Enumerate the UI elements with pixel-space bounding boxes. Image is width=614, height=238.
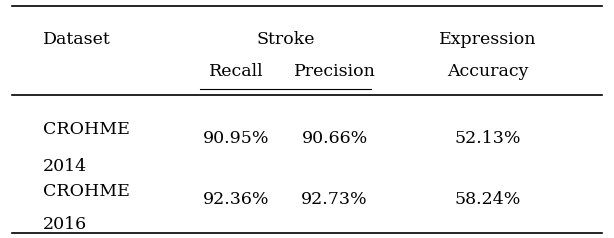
Text: 92.73%: 92.73% — [301, 191, 368, 208]
Text: 90.95%: 90.95% — [203, 129, 270, 147]
Text: Recall: Recall — [209, 63, 263, 80]
Text: 2014: 2014 — [43, 158, 87, 175]
Text: Accuracy: Accuracy — [448, 63, 529, 80]
Text: CROHME: CROHME — [43, 183, 130, 200]
Text: Expression: Expression — [440, 31, 537, 48]
Text: 92.36%: 92.36% — [203, 191, 270, 208]
Text: 52.13%: 52.13% — [455, 129, 521, 147]
Text: Stroke: Stroke — [256, 31, 315, 48]
Text: Precision: Precision — [293, 63, 376, 80]
Text: CROHME: CROHME — [43, 121, 130, 138]
Text: 2016: 2016 — [43, 216, 87, 233]
Text: 90.66%: 90.66% — [301, 129, 368, 147]
Text: Dataset: Dataset — [43, 31, 111, 48]
Text: 58.24%: 58.24% — [455, 191, 521, 208]
